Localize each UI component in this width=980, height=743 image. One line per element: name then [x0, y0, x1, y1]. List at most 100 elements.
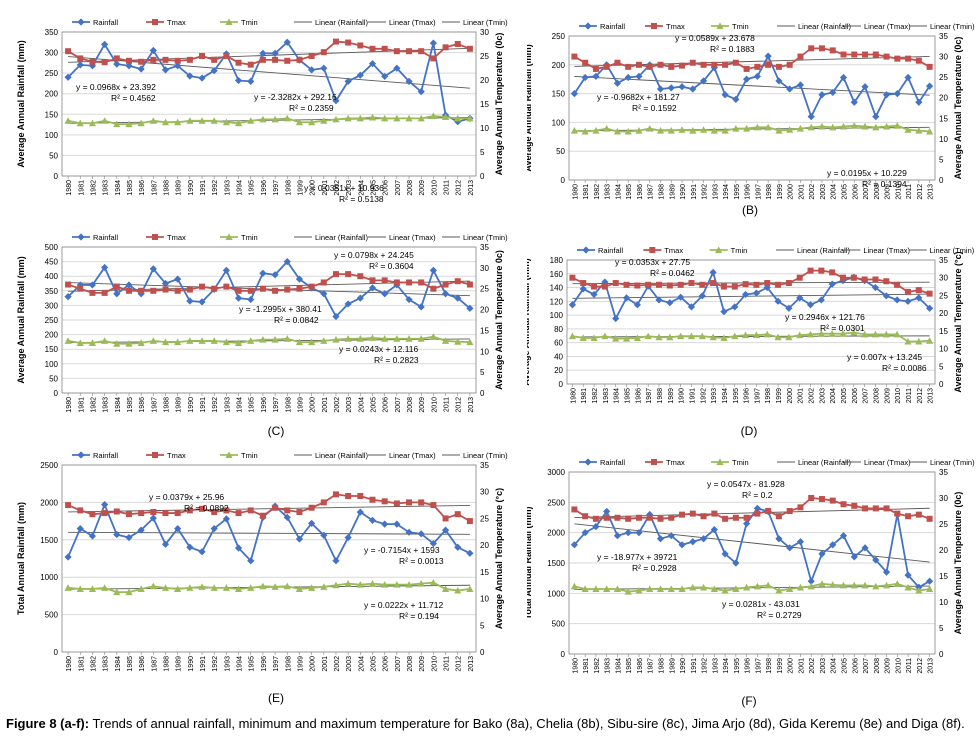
y-tick-label: 0 [54, 648, 59, 657]
y2-tick-label: 25 [939, 73, 948, 82]
legend-label: Linear (Tmax) [389, 233, 436, 242]
tmin-point [839, 581, 848, 589]
tmin-point [687, 332, 696, 340]
legend-label: Tmax [167, 451, 186, 460]
x-tick-label: 1982 [90, 656, 97, 672]
x-tick-label: 2012 [917, 184, 924, 200]
x-tick-label: 1985 [127, 656, 134, 672]
y2-tick-label: 30 [939, 53, 948, 62]
tmax-point [851, 502, 858, 509]
rainfall-point [320, 290, 328, 298]
tmin-point [743, 124, 751, 132]
rainfall-point [198, 548, 206, 556]
tmin-point [915, 127, 923, 134]
trend-r-squared: R² = 0.0013 [399, 556, 444, 566]
tmax-point [272, 504, 279, 511]
rainfall-point [393, 520, 401, 528]
tmin-point [893, 580, 901, 587]
tmax-point [591, 283, 598, 290]
tmin-point [332, 336, 340, 343]
tmin-point [655, 333, 663, 341]
tmin-point [796, 331, 804, 339]
rainfall-point [88, 62, 97, 70]
panel-label: (D) [741, 424, 758, 438]
x-tick-label: 2004 [830, 388, 837, 404]
tmax-point [840, 501, 847, 508]
rainfall-point [752, 289, 761, 297]
x-tick-label: 2002 [809, 658, 816, 674]
tmin-point [101, 337, 109, 344]
tmin-point [308, 118, 316, 126]
tmax-point [223, 53, 230, 59]
x-tick-label: 2003 [820, 658, 827, 674]
rainfall-point [656, 535, 665, 543]
tmin-point [186, 337, 194, 344]
x-tick-label: 1997 [755, 658, 762, 674]
y2-tick-label: 0 [939, 650, 944, 659]
x-tick-label: 1989 [669, 658, 676, 674]
y-tick-label: 50 [556, 147, 565, 156]
legend-label: Linear (Tmin) [463, 18, 508, 27]
series-markers-tmax [65, 271, 473, 296]
y-tick-label: 2000 [547, 529, 565, 538]
tmax-point [625, 63, 632, 70]
y-tick-label: 2000 [40, 498, 58, 507]
tmin-point [818, 580, 826, 587]
tmin-point [259, 336, 267, 343]
legend-item: Linear (Tmin) [909, 458, 975, 467]
y2-tick-label: 20 [480, 76, 489, 85]
x-tick-label: 1998 [766, 658, 773, 674]
y-tick-label: 180 [550, 256, 564, 265]
series-markers-rainfall [568, 268, 934, 323]
x-tick-label: 2003 [346, 656, 353, 672]
tmin-point [320, 583, 328, 590]
x-tick-label: 2003 [820, 184, 827, 200]
rainfall-point [113, 530, 121, 539]
tmax-point [688, 280, 695, 287]
rainfall-point [818, 91, 826, 99]
tmax-point [138, 58, 145, 65]
x-tick-label: 1988 [164, 397, 171, 413]
rainfall-point [405, 77, 413, 85]
y-tick-label: 140 [550, 284, 564, 293]
x-tick-label: 1983 [605, 184, 612, 200]
x-tick-label: 1986 [635, 388, 642, 404]
x-tick-label: 1991 [689, 388, 696, 404]
x-tick-label: 2011 [444, 397, 451, 412]
rainfall-point [829, 541, 837, 549]
tmin-point [829, 123, 837, 131]
trend-r-squared: R² = 0.3604 [369, 261, 414, 271]
tmin-point [393, 114, 401, 122]
tmax-point [406, 279, 413, 286]
tmax-point [138, 287, 145, 294]
tmax-point [369, 496, 376, 503]
tmax-point [580, 280, 587, 287]
tmin-point [646, 585, 654, 592]
x-tick-label: 1981 [583, 658, 590, 674]
tmax-point [808, 45, 815, 52]
tmax-point [284, 507, 291, 514]
tmin-point [732, 585, 740, 592]
tmax-point [345, 492, 352, 499]
tmax-point [905, 513, 912, 520]
tmax-point [807, 267, 814, 274]
tmin-point [828, 330, 836, 337]
trend-equation: y = -18.977x + 39721 [597, 552, 678, 562]
tmin-point [149, 117, 157, 124]
x-tick-label: 1997 [273, 397, 280, 413]
rainfall-point [904, 73, 912, 82]
x-tick-label: 1987 [151, 180, 158, 196]
legend-item: Tmax [146, 18, 186, 27]
rainfall-point [161, 279, 170, 288]
tmax-point [840, 274, 846, 281]
y-tick-label: 0 [561, 650, 566, 659]
y-tick-label: 150 [552, 90, 566, 99]
trend-r-squared: R² = 0.1394 [862, 179, 907, 189]
rainfall-point [247, 295, 255, 304]
tmax-point [296, 509, 303, 516]
y-tick-label: 200 [45, 90, 59, 99]
y2-tick-label: 30 [480, 488, 489, 497]
tmax-point [894, 55, 901, 62]
tmax-point [65, 281, 72, 288]
tmax-point [926, 515, 933, 522]
